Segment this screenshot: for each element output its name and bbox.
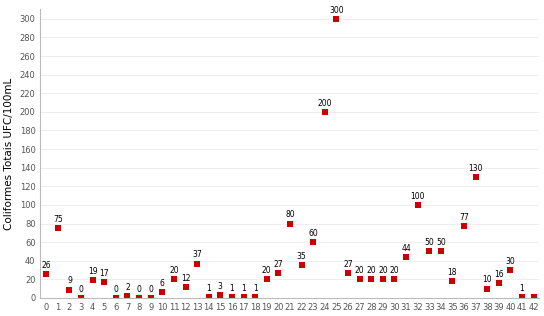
Text: 1: 1 [253,284,257,293]
Text: 44: 44 [401,244,411,253]
Text: 80: 80 [285,210,295,219]
Text: 20: 20 [355,266,364,275]
Text: 20: 20 [367,266,376,275]
Text: 20: 20 [390,266,399,275]
Text: 18: 18 [448,268,457,277]
Text: 0: 0 [79,285,84,294]
Text: 77: 77 [459,213,469,222]
Text: 17: 17 [100,269,109,278]
Text: 26: 26 [41,261,51,270]
Text: 0: 0 [114,285,119,294]
Text: 0: 0 [149,285,153,294]
Text: 12: 12 [181,274,190,283]
Text: 10: 10 [483,276,492,284]
Text: 1: 1 [241,284,246,293]
Text: 20: 20 [262,266,271,275]
Text: 19: 19 [88,267,97,276]
Text: 1: 1 [206,284,211,293]
Text: 1: 1 [230,284,234,293]
Text: 9: 9 [67,276,72,285]
Text: 130: 130 [468,164,483,173]
Text: 50: 50 [424,238,434,247]
Text: 37: 37 [192,250,202,259]
Text: 50: 50 [436,238,446,247]
Text: 75: 75 [53,215,63,224]
Text: 0: 0 [137,285,141,294]
Text: 20: 20 [169,266,179,275]
Text: 16: 16 [494,270,504,279]
Text: 100: 100 [410,192,425,201]
Text: 200: 200 [318,99,332,108]
Text: 35: 35 [296,252,306,261]
Text: 1: 1 [520,284,524,293]
Y-axis label: Coliformes Totais UFC/100mL: Coliformes Totais UFC/100mL [4,78,14,230]
Text: 30: 30 [505,257,515,266]
Text: 20: 20 [378,266,388,275]
Text: 6: 6 [160,279,165,288]
Text: 300: 300 [329,6,344,15]
Text: 27: 27 [274,260,283,269]
Text: 2: 2 [125,283,130,292]
Text: 60: 60 [308,229,318,238]
Text: 3: 3 [218,282,223,291]
Text: 27: 27 [343,260,353,269]
